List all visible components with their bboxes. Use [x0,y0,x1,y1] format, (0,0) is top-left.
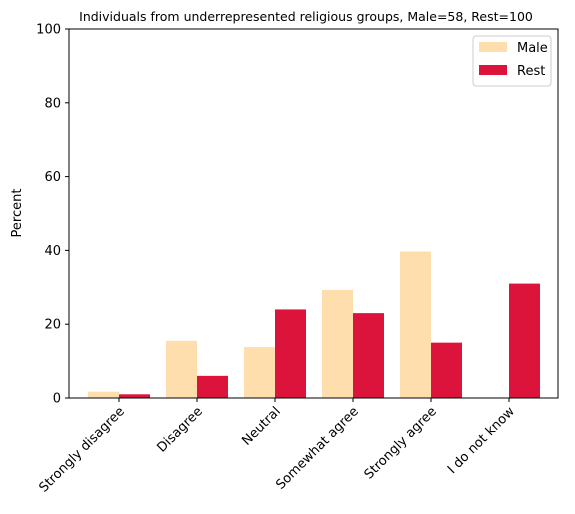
legend-label-rest: Rest [517,64,545,79]
bars [88,251,540,398]
legend-swatch-rest [479,65,507,75]
x-axis: Strongly disagree Disagree NeutralSomewhat… [36,398,518,496]
bar-male-4 [400,251,431,398]
bar-male-2 [244,347,275,398]
legend: Male Rest [472,35,552,87]
bar-rest-5 [509,283,540,398]
bar-male-0 [88,391,119,398]
chart-title: Individuals from underrepresented religi… [79,9,533,24]
bar-rest-3 [353,313,384,398]
y-tick-label: 0 [53,392,61,407]
y-axis: 0 20 40 60 80 100 [36,23,69,407]
plot-frame [68,28,559,399]
bar-rest-2 [275,309,306,398]
y-tick-label: 60 [44,170,61,185]
y-axis-label: Percent [10,189,25,238]
legend-swatch-male [479,42,507,52]
bar-rest-1 [197,375,228,398]
y-tick-label: 100 [36,23,61,38]
bar-male-3 [322,289,353,398]
y-tick-label: 40 [44,244,61,259]
x-tick-label: Disagree [154,404,205,455]
bar-rest-4 [431,342,462,398]
bar-male-1 [166,340,197,398]
x-tick-label: Strongly agree [362,404,440,482]
y-tick-label: 20 [44,318,61,333]
bar-rest-0 [119,394,150,398]
x-tick-label: Somewhat agree [273,404,362,493]
legend-label-male: Male [517,41,548,56]
x-tick-label: I do not know [445,404,518,477]
x-tick-label: Neutral [239,404,284,449]
y-tick-label: 80 [44,96,61,111]
x-tick-label: Strongly disagree [36,404,127,495]
